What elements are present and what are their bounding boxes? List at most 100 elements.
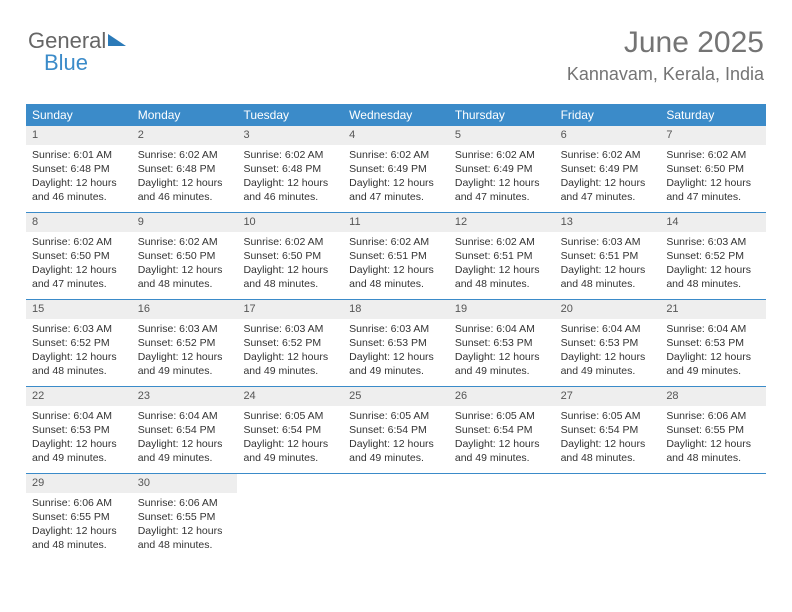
day-number: 10 [237,213,343,232]
daylight-text: and 48 minutes. [349,277,443,291]
day-cell: 1Sunrise: 6:01 AMSunset: 6:48 PMDaylight… [26,126,132,212]
day-cell: 18Sunrise: 6:03 AMSunset: 6:53 PMDayligh… [343,300,449,386]
sunrise-text: Sunrise: 6:04 AM [138,409,232,423]
day-cell: 15Sunrise: 6:03 AMSunset: 6:52 PMDayligh… [26,300,132,386]
daylight-text: Daylight: 12 hours [243,437,337,451]
day-cell: 10Sunrise: 6:02 AMSunset: 6:50 PMDayligh… [237,213,343,299]
daylight-text: Daylight: 12 hours [32,350,126,364]
location-text: Kannavam, Kerala, India [567,64,764,85]
day-body: Sunrise: 6:02 AMSunset: 6:50 PMDaylight:… [26,232,132,298]
sunrise-text: Sunrise: 6:06 AM [138,496,232,510]
day-cell: 27Sunrise: 6:05 AMSunset: 6:54 PMDayligh… [555,387,661,473]
daylight-text: Daylight: 12 hours [455,176,549,190]
daylight-text: Daylight: 12 hours [349,263,443,277]
day-number: 26 [449,387,555,406]
sunset-text: Sunset: 6:53 PM [455,336,549,350]
day-number: 18 [343,300,449,319]
day-number: 3 [237,126,343,145]
daylight-text: Daylight: 12 hours [349,350,443,364]
empty-cell [449,474,555,560]
day-cell: 11Sunrise: 6:02 AMSunset: 6:51 PMDayligh… [343,213,449,299]
day-cell: 9Sunrise: 6:02 AMSunset: 6:50 PMDaylight… [132,213,238,299]
logo-text-blue-wrap: Blue [44,50,88,76]
day-number: 1 [26,126,132,145]
daylight-text: and 49 minutes. [243,364,337,378]
daylight-text: Daylight: 12 hours [32,263,126,277]
daylight-text: and 48 minutes. [138,277,232,291]
day-body: Sunrise: 6:02 AMSunset: 6:48 PMDaylight:… [132,145,238,211]
day-number: 17 [237,300,343,319]
day-cell: 13Sunrise: 6:03 AMSunset: 6:51 PMDayligh… [555,213,661,299]
day-cell: 7Sunrise: 6:02 AMSunset: 6:50 PMDaylight… [660,126,766,212]
day-cell: 28Sunrise: 6:06 AMSunset: 6:55 PMDayligh… [660,387,766,473]
weekday-header: Wednesday [343,104,449,126]
day-body: Sunrise: 6:04 AMSunset: 6:53 PMDaylight:… [555,319,661,385]
sunrise-text: Sunrise: 6:05 AM [455,409,549,423]
day-body: Sunrise: 6:02 AMSunset: 6:51 PMDaylight:… [343,232,449,298]
sunset-text: Sunset: 6:52 PM [666,249,760,263]
day-number: 30 [132,474,238,493]
sunset-text: Sunset: 6:52 PM [32,336,126,350]
daylight-text: Daylight: 12 hours [138,350,232,364]
sunrise-text: Sunrise: 6:03 AM [349,322,443,336]
day-number: 13 [555,213,661,232]
daylight-text: Daylight: 12 hours [349,176,443,190]
day-cell: 17Sunrise: 6:03 AMSunset: 6:52 PMDayligh… [237,300,343,386]
sunset-text: Sunset: 6:50 PM [138,249,232,263]
sunset-text: Sunset: 6:51 PM [561,249,655,263]
daylight-text: Daylight: 12 hours [561,350,655,364]
sunrise-text: Sunrise: 6:05 AM [243,409,337,423]
day-body: Sunrise: 6:05 AMSunset: 6:54 PMDaylight:… [555,406,661,472]
day-number: 21 [660,300,766,319]
sunset-text: Sunset: 6:50 PM [243,249,337,263]
sunset-text: Sunset: 6:51 PM [349,249,443,263]
day-number: 6 [555,126,661,145]
sunset-text: Sunset: 6:49 PM [561,162,655,176]
sunrise-text: Sunrise: 6:03 AM [243,322,337,336]
weekday-header: Monday [132,104,238,126]
day-cell: 8Sunrise: 6:02 AMSunset: 6:50 PMDaylight… [26,213,132,299]
daylight-text: Daylight: 12 hours [138,524,232,538]
day-cell: 23Sunrise: 6:04 AMSunset: 6:54 PMDayligh… [132,387,238,473]
daylight-text: and 47 minutes. [349,190,443,204]
daylight-text: Daylight: 12 hours [32,524,126,538]
sunrise-text: Sunrise: 6:04 AM [666,322,760,336]
sunset-text: Sunset: 6:49 PM [455,162,549,176]
day-body: Sunrise: 6:02 AMSunset: 6:49 PMDaylight:… [449,145,555,211]
sunrise-text: Sunrise: 6:05 AM [561,409,655,423]
weekday-header: Sunday [26,104,132,126]
day-body: Sunrise: 6:02 AMSunset: 6:50 PMDaylight:… [237,232,343,298]
daylight-text: and 49 minutes. [138,451,232,465]
daylight-text: and 48 minutes. [138,538,232,552]
daylight-text: Daylight: 12 hours [666,437,760,451]
day-number: 27 [555,387,661,406]
daylight-text: and 49 minutes. [455,364,549,378]
sunrise-text: Sunrise: 6:03 AM [666,235,760,249]
daylight-text: and 48 minutes. [561,277,655,291]
day-body: Sunrise: 6:03 AMSunset: 6:52 PMDaylight:… [237,319,343,385]
sunset-text: Sunset: 6:53 PM [32,423,126,437]
empty-cell [237,474,343,560]
day-body: Sunrise: 6:02 AMSunset: 6:49 PMDaylight:… [555,145,661,211]
day-body: Sunrise: 6:03 AMSunset: 6:52 PMDaylight:… [660,232,766,298]
sunrise-text: Sunrise: 6:02 AM [455,148,549,162]
sunset-text: Sunset: 6:50 PM [32,249,126,263]
day-body: Sunrise: 6:02 AMSunset: 6:50 PMDaylight:… [660,145,766,211]
sunrise-text: Sunrise: 6:03 AM [32,322,126,336]
daylight-text: and 49 minutes. [666,364,760,378]
week-row: 22Sunrise: 6:04 AMSunset: 6:53 PMDayligh… [26,387,766,474]
daylight-text: Daylight: 12 hours [243,263,337,277]
day-cell: 21Sunrise: 6:04 AMSunset: 6:53 PMDayligh… [660,300,766,386]
sunset-text: Sunset: 6:54 PM [349,423,443,437]
weekday-header: Friday [555,104,661,126]
daylight-text: Daylight: 12 hours [666,176,760,190]
day-cell: 20Sunrise: 6:04 AMSunset: 6:53 PMDayligh… [555,300,661,386]
sunrise-text: Sunrise: 6:06 AM [666,409,760,423]
daylight-text: and 48 minutes. [32,364,126,378]
weekday-header: Tuesday [237,104,343,126]
sunrise-text: Sunrise: 6:02 AM [561,148,655,162]
sunrise-text: Sunrise: 6:02 AM [666,148,760,162]
weekday-header: Saturday [660,104,766,126]
daylight-text: and 49 minutes. [138,364,232,378]
day-cell: 29Sunrise: 6:06 AMSunset: 6:55 PMDayligh… [26,474,132,560]
